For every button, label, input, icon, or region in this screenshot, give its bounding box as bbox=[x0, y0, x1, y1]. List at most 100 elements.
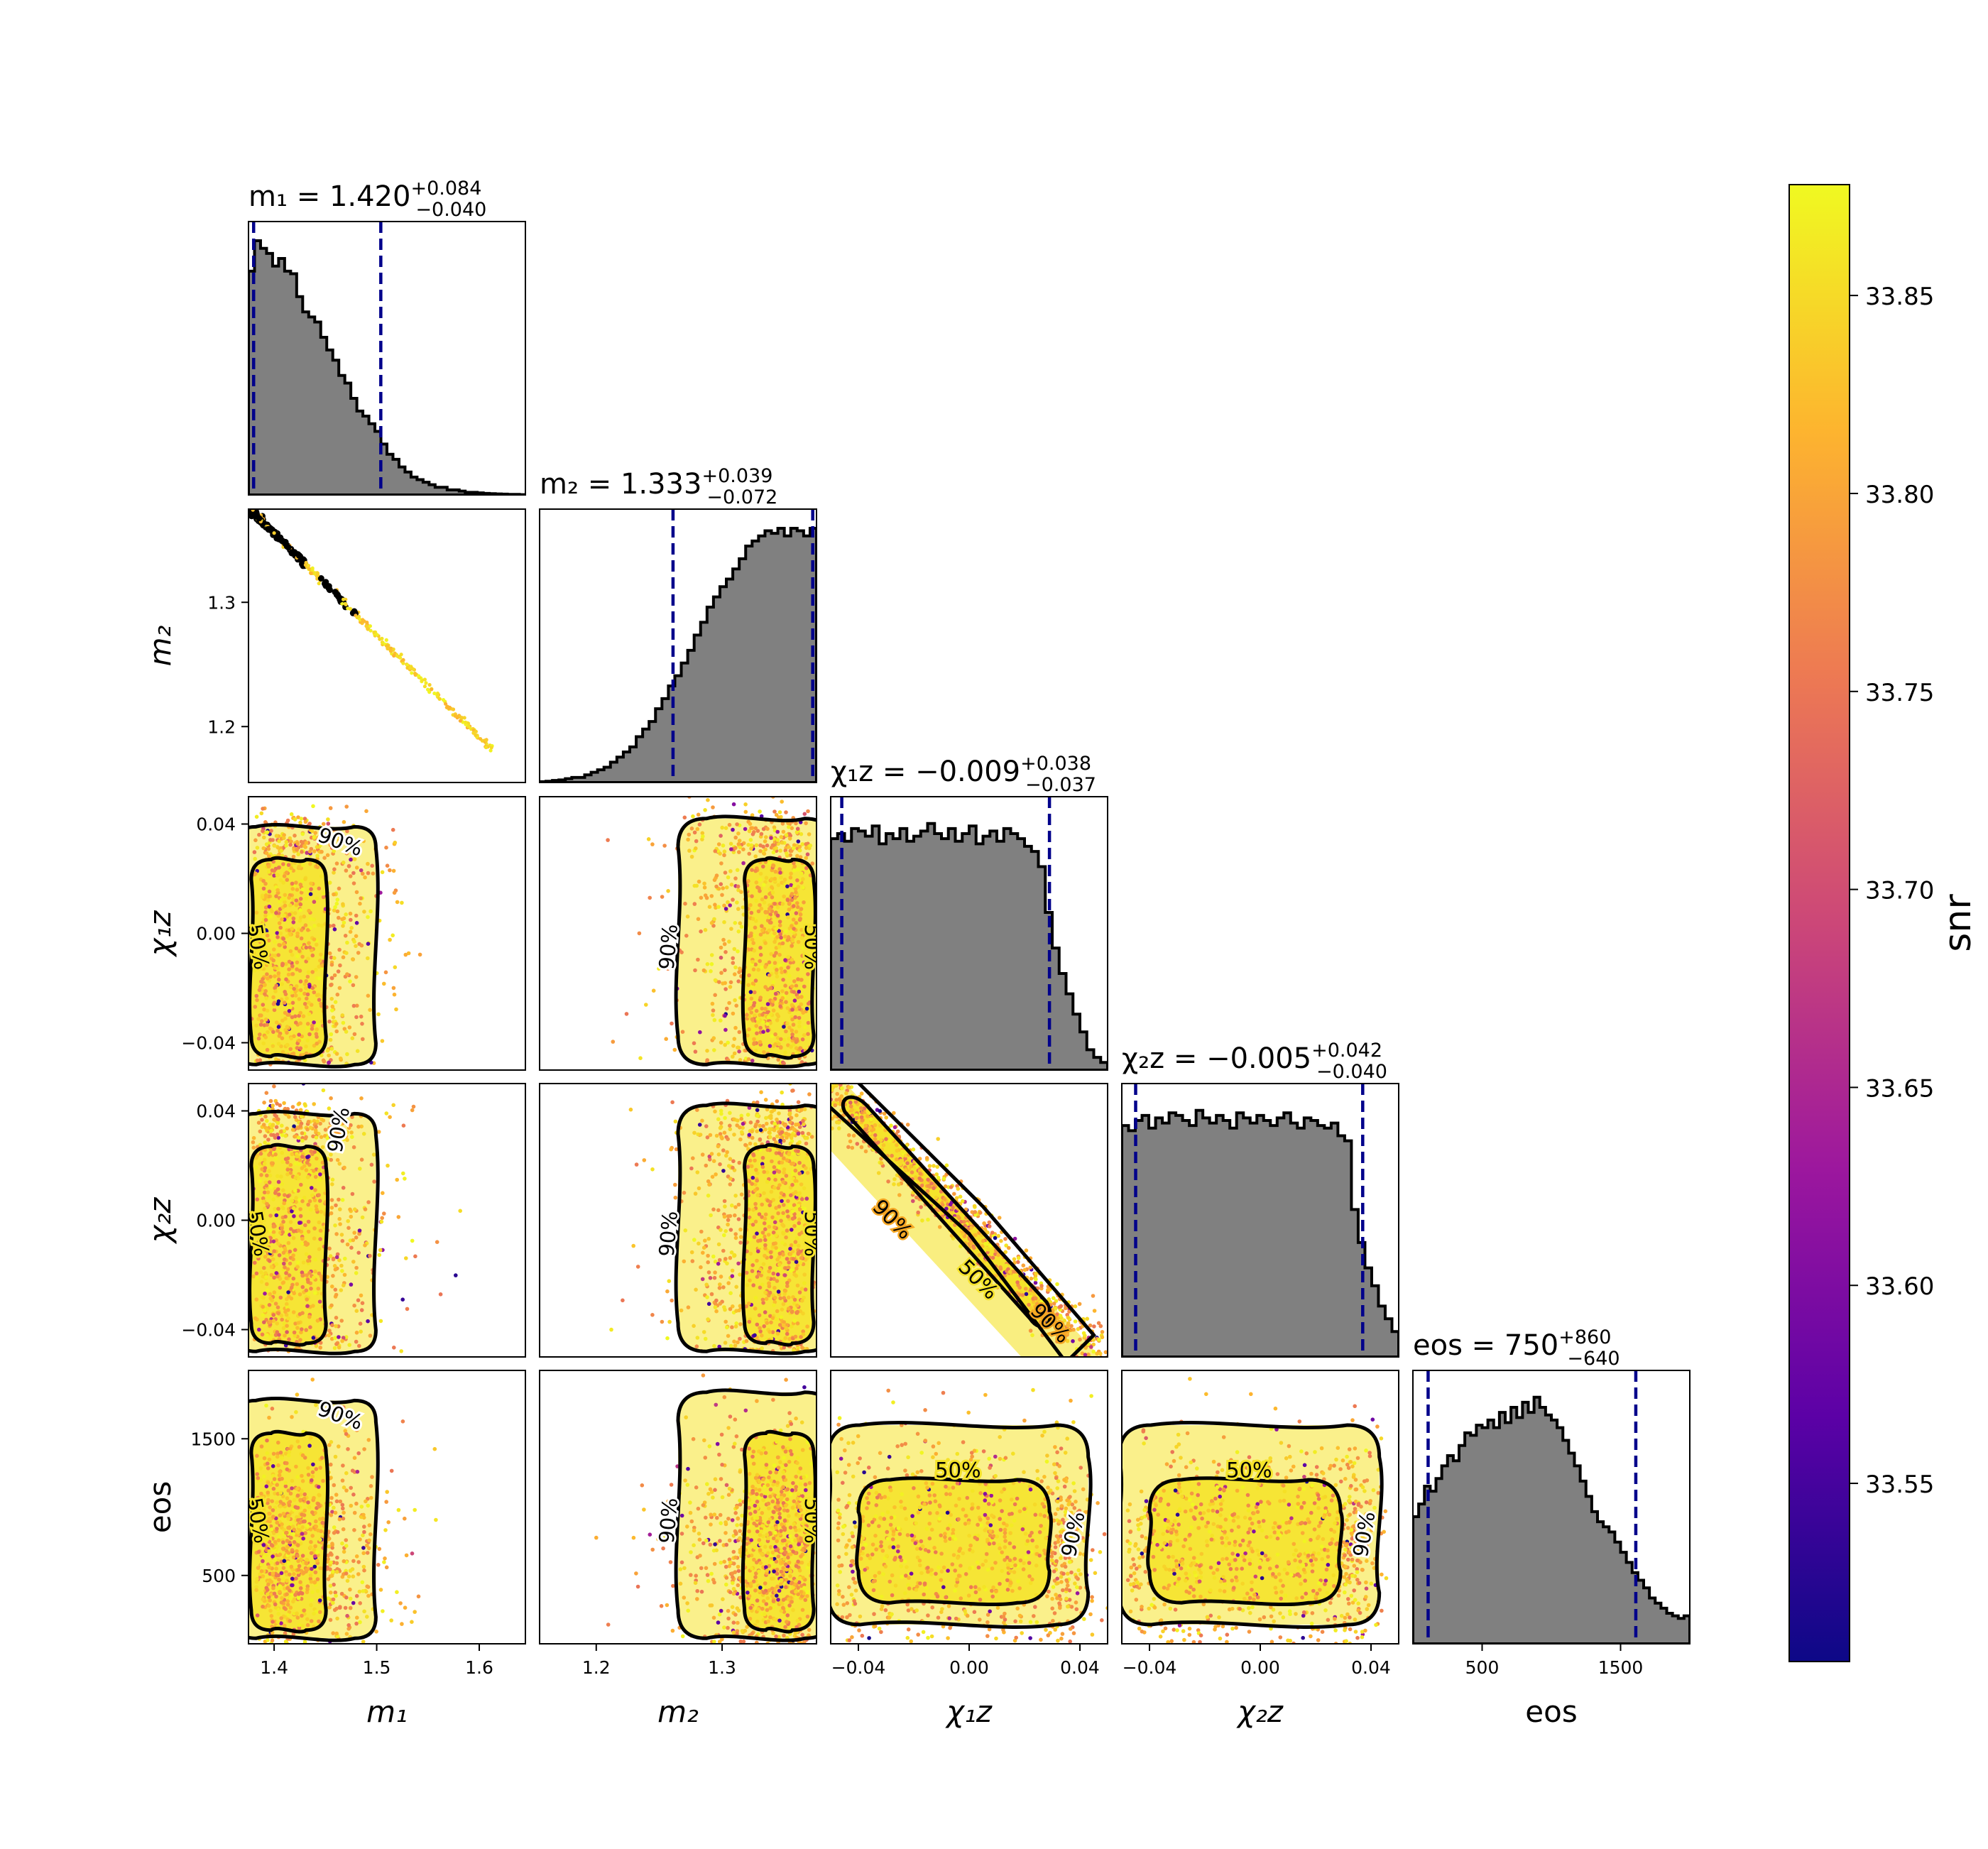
scatter-point bbox=[886, 1179, 890, 1184]
scatter-point bbox=[303, 1136, 308, 1141]
scatter-point bbox=[321, 1088, 326, 1093]
scatter-point bbox=[646, 837, 651, 841]
scatter-point bbox=[272, 1275, 276, 1280]
scatter-point bbox=[694, 1344, 699, 1348]
scatter-point bbox=[750, 1175, 755, 1180]
scatter-point bbox=[304, 1288, 309, 1293]
scatter-point bbox=[380, 636, 384, 640]
scatter-point bbox=[944, 1163, 949, 1167]
scatter-point bbox=[319, 1001, 323, 1006]
scatter-point bbox=[714, 873, 719, 878]
scatter-point bbox=[726, 1164, 731, 1168]
scatter-point bbox=[831, 1088, 834, 1092]
scatter-point bbox=[775, 1117, 779, 1122]
scatter-point bbox=[755, 1193, 760, 1198]
scatter-point bbox=[999, 1238, 1003, 1243]
scatter-point bbox=[804, 821, 808, 826]
scatter-point bbox=[785, 1209, 790, 1213]
scatter-point bbox=[328, 1037, 333, 1042]
scatter-point bbox=[1028, 1291, 1032, 1296]
scatter-point bbox=[349, 857, 353, 862]
scatter-point bbox=[305, 1160, 310, 1165]
scatter-point bbox=[650, 1313, 655, 1317]
scatter-point bbox=[730, 1274, 735, 1278]
scatter-point bbox=[1098, 1324, 1103, 1329]
scatter-point bbox=[359, 1096, 364, 1101]
scatter-point bbox=[758, 1267, 763, 1272]
scatter-point bbox=[329, 1211, 334, 1216]
scatter-point bbox=[698, 1030, 702, 1035]
scatter-point bbox=[760, 1282, 765, 1287]
scatter-point bbox=[346, 1226, 351, 1231]
scatter-point bbox=[790, 1228, 794, 1232]
scatter-point bbox=[752, 949, 757, 953]
scatter-point bbox=[692, 1324, 696, 1329]
scatter-point bbox=[303, 1240, 308, 1245]
scatter-point bbox=[780, 1307, 785, 1312]
scatter-point bbox=[799, 1060, 804, 1064]
contour-50 bbox=[248, 856, 330, 1060]
scatter-point bbox=[789, 849, 794, 853]
scatter-point bbox=[713, 902, 717, 907]
scatter-point bbox=[719, 1275, 723, 1279]
scatter-point bbox=[282, 833, 286, 837]
scatter-point bbox=[1043, 1319, 1047, 1323]
scatter-point bbox=[358, 901, 362, 906]
scatter-point bbox=[728, 1111, 732, 1116]
scatter-point bbox=[284, 871, 289, 875]
scatter-point bbox=[351, 1238, 356, 1243]
scatter-point bbox=[297, 864, 301, 869]
scatter-point bbox=[340, 1013, 345, 1018]
scatter-point bbox=[263, 956, 268, 961]
scatter-point bbox=[794, 1266, 799, 1271]
scatter-point bbox=[1029, 1306, 1033, 1310]
scatter-point bbox=[339, 1056, 343, 1061]
scatter-point bbox=[348, 874, 353, 878]
scatter-point bbox=[388, 937, 392, 942]
scatter-point bbox=[783, 1336, 788, 1341]
scatter-point bbox=[351, 1003, 356, 1008]
scatter-point bbox=[395, 1177, 399, 1182]
scatter-point bbox=[283, 1010, 288, 1015]
scatter-point bbox=[331, 1274, 335, 1278]
scatter-point bbox=[307, 849, 312, 854]
scatter-point bbox=[281, 862, 285, 866]
scatter-point bbox=[382, 1211, 386, 1216]
scatter-point bbox=[787, 1111, 792, 1116]
scatter-point bbox=[784, 929, 788, 934]
scatter-point bbox=[801, 1210, 805, 1215]
scatter-point bbox=[703, 927, 708, 932]
scatter-point bbox=[302, 817, 307, 821]
scatter-point bbox=[282, 1201, 287, 1206]
scatter-point bbox=[761, 864, 765, 869]
scatter-point bbox=[712, 1275, 717, 1280]
scatter-point bbox=[793, 887, 798, 892]
scatter-point bbox=[274, 1020, 279, 1025]
scatter-point bbox=[786, 965, 790, 970]
scatter-point bbox=[787, 824, 791, 829]
scatter-point bbox=[331, 1256, 336, 1261]
scatter-point bbox=[751, 1152, 755, 1157]
scatter-point bbox=[797, 1024, 802, 1029]
scatter-point bbox=[1103, 1363, 1107, 1368]
scatter-point bbox=[410, 1238, 415, 1243]
scatter-point bbox=[254, 1253, 259, 1258]
scatter-point bbox=[801, 885, 805, 890]
scatter-point bbox=[782, 1296, 787, 1300]
scatter-point bbox=[781, 1302, 786, 1307]
scatter-point bbox=[334, 861, 339, 866]
scatter-point bbox=[779, 1191, 784, 1196]
scatter-point bbox=[339, 1263, 344, 1268]
scatter-point bbox=[846, 1145, 851, 1150]
scatter-point bbox=[280, 1226, 284, 1231]
scatter-point bbox=[768, 907, 772, 911]
scatter-point bbox=[351, 1260, 356, 1264]
scatter-point bbox=[294, 984, 299, 988]
scatter-point bbox=[790, 898, 794, 902]
scatter-point bbox=[1056, 1337, 1061, 1342]
scatter-point bbox=[325, 853, 330, 858]
scatter-point bbox=[287, 1294, 291, 1299]
scatter-point bbox=[983, 1242, 988, 1246]
scatter-point bbox=[354, 866, 359, 870]
scatter-point bbox=[762, 1324, 766, 1329]
